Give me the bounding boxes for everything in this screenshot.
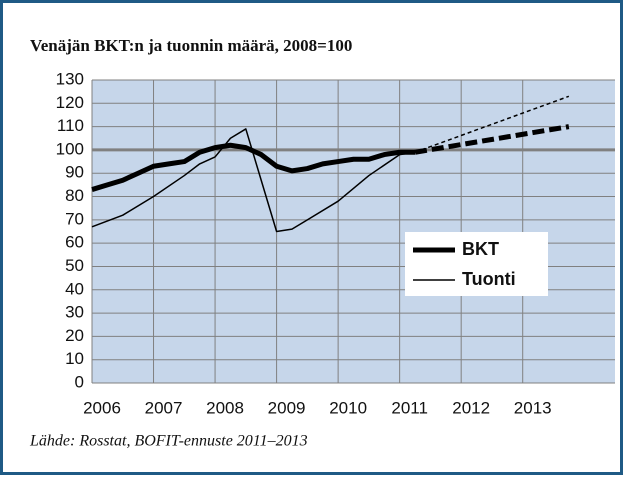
y-tick-label: 0 — [75, 372, 84, 391]
y-tick-label: 10 — [65, 349, 84, 368]
y-tick-label: 60 — [65, 233, 84, 252]
legend-label: Tuonti — [462, 269, 516, 289]
forecast-line — [414, 124, 570, 155]
y-tick-label: 40 — [65, 279, 84, 298]
y-tick-label: 30 — [65, 303, 84, 322]
y-tick-label: 90 — [65, 163, 84, 182]
y-tick-label: 130 — [56, 69, 84, 88]
forecast-line — [414, 95, 570, 153]
x-tick-label: 2008 — [206, 398, 244, 417]
y-tick-label: 100 — [56, 139, 84, 158]
chart-title: Venäjän BKT:n ja tuonnin määrä, 2008=100 — [30, 36, 352, 55]
line — [91, 142, 416, 192]
y-tick-label: 110 — [57, 116, 84, 135]
x-tick-label: 2006 — [83, 398, 121, 417]
source: Lähde: Rosstat, BOFIT-ennuste 2011–2013 — [29, 433, 308, 450]
y-tick-label: 20 — [65, 326, 84, 345]
x-tick-label: 2007 — [145, 398, 183, 417]
y-tick-label: 80 — [65, 186, 84, 205]
y-tick-label: 70 — [65, 209, 84, 228]
plot-area — [92, 80, 615, 383]
legend-label: BKT — [462, 239, 499, 259]
line — [91, 128, 416, 233]
x-tick-label: 2009 — [268, 398, 306, 417]
x-tick-label: 2011 — [391, 398, 428, 417]
y-tick-label: 120 — [56, 93, 84, 112]
x-tick-label: 2013 — [514, 398, 552, 417]
x-tick-label: 2012 — [452, 398, 490, 417]
legend-box — [405, 232, 548, 296]
x-tick-label: 2010 — [329, 398, 367, 417]
y-tick-label: 50 — [65, 256, 84, 275]
